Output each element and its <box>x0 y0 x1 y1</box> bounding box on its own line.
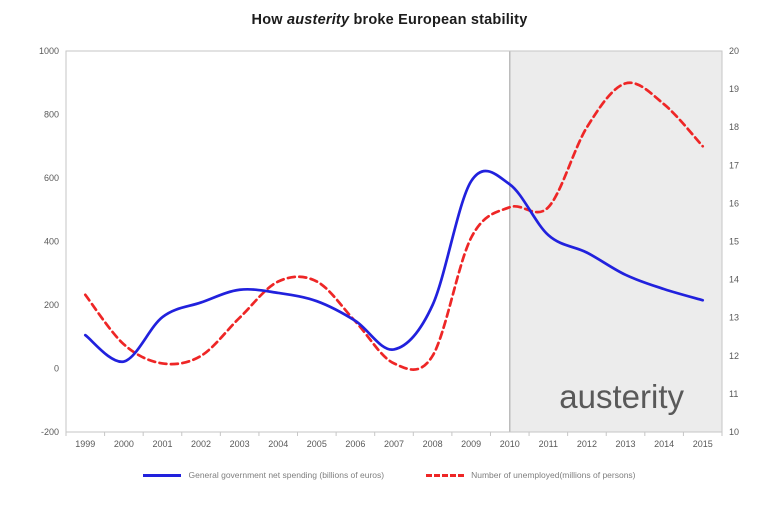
x-axis-label: 2001 <box>152 439 172 449</box>
right-axis-label: 12 <box>729 351 739 361</box>
x-axis-label: 2009 <box>461 439 481 449</box>
right-axis-label: 14 <box>729 275 739 285</box>
right-axis-label: 20 <box>729 46 739 56</box>
unemployed-line-swatch <box>426 473 465 477</box>
x-axis-label: 1999 <box>75 439 95 449</box>
unemployment-line <box>83 81 705 371</box>
x-axis-label: 2003 <box>230 439 250 449</box>
left-axis-label: 0 <box>54 364 59 374</box>
chart-title: How austerity broke European stability <box>0 12 779 28</box>
x-axis-label: 2010 <box>500 439 520 449</box>
plot-frame <box>65 50 723 433</box>
x-axis-label: 2000 <box>114 439 134 449</box>
left-axis-label: 1000 <box>39 46 59 56</box>
left-axis-label: 200 <box>44 300 59 310</box>
right-axis-label: 13 <box>729 313 739 323</box>
x-axis-label: 2008 <box>423 439 443 449</box>
left-axis-label: 400 <box>44 237 59 247</box>
right-axis-label: 19 <box>729 84 739 94</box>
spending-line-swatch <box>143 473 182 477</box>
x-axis-label: 2014 <box>654 439 674 449</box>
x-axis-label: 2002 <box>191 439 211 449</box>
right-axis-label: 15 <box>729 237 739 247</box>
right-axis-label: 17 <box>729 160 739 170</box>
x-axis-label: 2007 <box>384 439 404 449</box>
left-axis-label: 600 <box>44 173 59 183</box>
x-axis-label: 2015 <box>693 439 713 449</box>
right-axis-label: 10 <box>729 427 739 437</box>
x-axis-label: 2006 <box>345 439 365 449</box>
right-axis-label: 18 <box>729 122 739 132</box>
legend: General government net spending (billion… <box>0 470 779 480</box>
x-axis-label: 2012 <box>577 439 597 449</box>
x-axis-label: 2005 <box>307 439 327 449</box>
x-axis-label: 2011 <box>539 439 558 449</box>
x-axis-label: 2004 <box>268 439 288 449</box>
legend-item-unemployed: Number of unemployed(millions of persons… <box>426 470 636 480</box>
title-italic: austerity <box>286 12 350 28</box>
legend-item-spending: General government net spending (billion… <box>143 470 384 480</box>
right-axis-label: 11 <box>729 389 738 399</box>
austerity-label: austerity <box>559 378 684 415</box>
left-axis-label: 800 <box>44 110 59 120</box>
right-axis-label: 16 <box>729 198 739 208</box>
austerity-region <box>509 51 722 432</box>
spending-legend-label: General government net spending (billion… <box>188 470 385 480</box>
spending-line <box>83 169 705 363</box>
title-post: broke European stability <box>349 12 528 28</box>
title-pre: How <box>251 12 287 28</box>
left-axis-label: -200 <box>41 427 59 437</box>
unemployed-legend-label: Number of unemployed(millions of persons… <box>471 470 636 480</box>
x-axis-label: 2013 <box>616 439 636 449</box>
